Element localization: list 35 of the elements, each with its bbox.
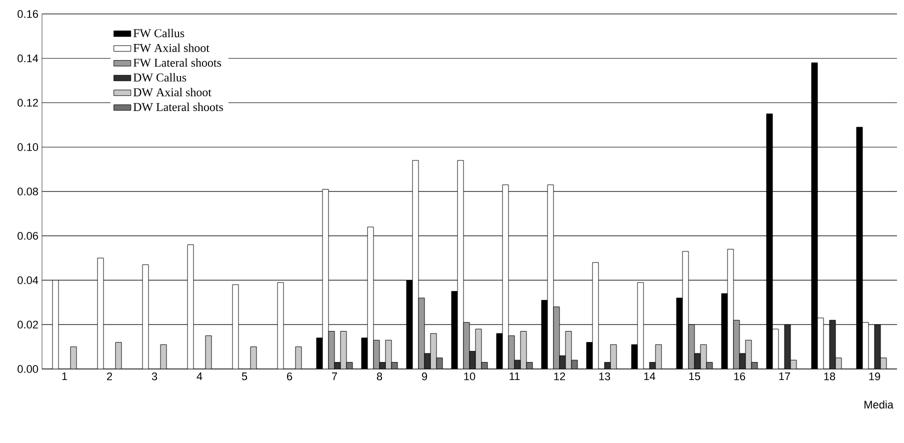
x-tick-label: 15 [689,372,700,380]
x-tick-label: 4 [196,372,202,380]
x-tick-label: 8 [376,372,382,380]
y-tick-label: 0.10 [18,143,38,151]
x-tick-label: 3 [152,372,158,380]
legend-label: FW Callus [133,28,184,38]
x-tick-label: 11 [510,372,520,380]
x-tick-label: 6 [287,372,292,380]
y-tick-label: 0.14 [18,54,38,62]
legend-label: DW Axial shoot [133,88,212,96]
x-tick-label: 2 [107,372,112,380]
x-tick-label: 18 [824,372,836,380]
legend-label: DW Callus [133,73,186,82]
legend-label: FW Lateral shoots [133,58,221,67]
x-tick-label: 12 [554,372,566,380]
x-tick-label: 17 [779,372,790,380]
y-tick-label: 0.08 [18,188,38,196]
y-tick-label: 0.16 [18,10,38,18]
x-tick-label: 13 [599,372,610,380]
x-tick-label: 7 [332,372,338,380]
x-tick-label: 5 [242,372,248,380]
y-tick-label: 0.02 [18,320,38,328]
y-tick-label: 0.00 [18,365,38,373]
legend-label: DW Lateral shoots [133,102,223,112]
x-tick-label: 1 [62,372,68,380]
legend-label: FW Axial shoot [133,44,210,52]
y-tick-label: 0.12 [18,98,38,107]
y-tick-label: 0.06 [18,232,38,240]
x-tick-label: 19 [869,372,880,380]
y-tick-label: 0.04 [18,276,38,284]
x-tick-label: 10 [464,372,476,380]
x-axis-title: Media [864,400,894,409]
x-tick-label: 9 [422,372,428,380]
x-tick-label: 14 [644,372,656,380]
x-tick-label: 16 [734,372,746,380]
